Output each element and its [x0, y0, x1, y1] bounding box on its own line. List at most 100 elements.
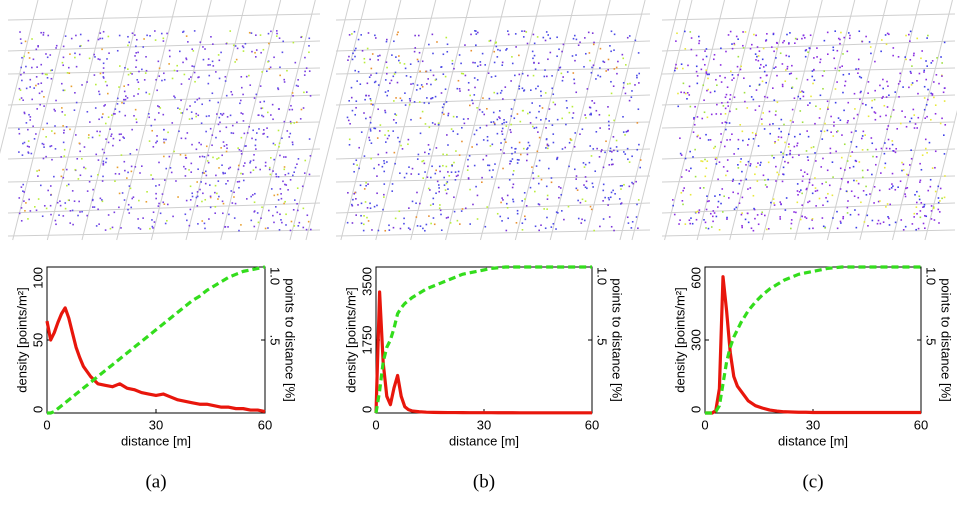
cloud-point [679, 137, 681, 140]
cloud-point [242, 165, 245, 167]
cloud-point [263, 100, 266, 103]
cloud-point [844, 169, 846, 171]
cloud-point [239, 99, 242, 102]
y-tick-label: 3500 [359, 267, 374, 296]
cloud-point [162, 113, 165, 116]
cloud-point [695, 211, 697, 213]
cloud-point [925, 60, 927, 62]
cloud-point [761, 80, 764, 83]
cloud-point [234, 45, 237, 47]
cloud-point [803, 37, 806, 39]
cloud-point [264, 227, 267, 230]
caption: (b) [473, 471, 495, 492]
cloud-point [799, 189, 802, 191]
cloud-point [233, 191, 235, 194]
cloud-point [588, 52, 591, 54]
cloud-point [476, 79, 479, 81]
cloud-point [813, 69, 815, 71]
cloud-point [191, 65, 194, 67]
cloud-point [822, 157, 824, 160]
cloud-point [911, 223, 914, 225]
cloud-point [607, 68, 609, 71]
cloud-point [171, 122, 174, 124]
cloud-point [725, 93, 728, 96]
cloud-point [208, 115, 210, 117]
cloud-point [434, 123, 436, 126]
cloud-point [102, 30, 105, 33]
cloud-point [886, 128, 889, 131]
cloud-point [244, 145, 246, 147]
cloud-point [795, 77, 798, 80]
cloud-point [139, 172, 141, 174]
cloud-point [304, 159, 307, 162]
cloud-point [96, 130, 98, 133]
cloud-point [438, 165, 441, 168]
cloud-point [544, 227, 547, 230]
cloud-point [218, 59, 221, 62]
cloud-point [482, 158, 485, 161]
cloud-point [609, 150, 611, 153]
cloud-point [886, 203, 889, 205]
cloud-point [532, 177, 535, 180]
cloud-point [392, 119, 395, 121]
cloud-point [243, 132, 246, 135]
cloud-point [919, 216, 922, 219]
cloud-point [492, 169, 494, 171]
cloud-point [883, 152, 886, 155]
cloud-point [439, 170, 441, 173]
cloud-point [63, 148, 66, 151]
cloud-point [683, 91, 686, 94]
cloud-point [43, 204, 46, 207]
cloud-point [486, 107, 488, 110]
cloud-point [518, 159, 520, 161]
cloud-point [887, 85, 889, 87]
cloud-point [222, 202, 225, 205]
cloud-point [841, 65, 844, 67]
cloud-point [123, 85, 125, 87]
cloud-point [839, 220, 842, 223]
cloud-point [519, 153, 522, 156]
cloud-point [793, 97, 796, 100]
cloud-point [268, 42, 270, 45]
cloud-point [27, 152, 30, 154]
cloud-point [101, 180, 104, 182]
ground-grid [116, 0, 178, 241]
cloud-point [90, 175, 93, 178]
cloud-point [40, 63, 43, 66]
cloud-point [545, 138, 548, 140]
cloud-point [363, 223, 365, 226]
cloud-point [23, 55, 26, 58]
cloud-point [141, 165, 143, 167]
cloud-point [913, 216, 915, 218]
cloud-point [717, 178, 719, 181]
cloud-point [98, 118, 100, 121]
cloud-point [896, 128, 899, 130]
cloud-point [629, 82, 631, 85]
cloud-point [398, 140, 401, 143]
cloud-point [248, 31, 251, 34]
cloud-point [690, 37, 693, 39]
cloud-point [221, 114, 224, 116]
ground-grid [924, 109, 957, 241]
cloud-point [816, 47, 818, 49]
cloud-point [879, 200, 881, 202]
cloud-point [834, 101, 837, 104]
cloud-point [771, 154, 773, 157]
cloud-point [850, 190, 853, 193]
cloud-point [815, 160, 817, 162]
cloud-point [294, 199, 296, 201]
cloud-point [855, 179, 858, 182]
cloud-point [102, 163, 105, 166]
cloud-point [231, 93, 234, 96]
cloud-point [533, 127, 536, 129]
cloud-point [792, 121, 794, 123]
cloud-point [98, 90, 100, 93]
cloud-point [916, 212, 918, 215]
cloud-point [879, 222, 882, 225]
cloud-point [572, 112, 575, 114]
cloud-point [165, 138, 167, 141]
cloud-point [431, 122, 434, 124]
cloud-point [212, 43, 214, 45]
cloud-point [120, 227, 122, 229]
cloud-point [150, 124, 153, 127]
